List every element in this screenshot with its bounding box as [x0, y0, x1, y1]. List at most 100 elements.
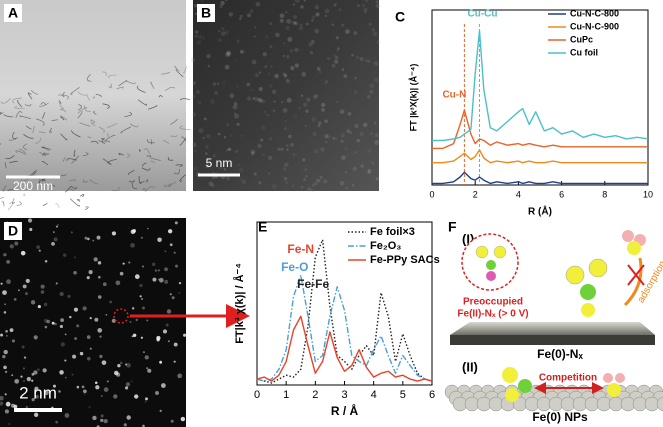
speck — [97, 295, 102, 299]
fiber — [12, 131, 17, 140]
speck — [270, 65, 273, 68]
speck — [271, 89, 277, 95]
speck — [33, 412, 39, 417]
speck — [268, 155, 273, 160]
speck — [252, 97, 255, 100]
speck — [260, 138, 264, 142]
speck — [304, 124, 307, 128]
fiber — [23, 134, 34, 139]
speck — [314, 149, 319, 154]
fiber — [143, 148, 150, 154]
speck — [284, 162, 289, 167]
fiber — [22, 193, 26, 196]
speck — [94, 317, 99, 322]
speck — [157, 278, 160, 281]
speck — [372, 31, 378, 37]
speck — [23, 356, 27, 359]
annotation: Fe-Fe — [297, 277, 329, 291]
speck — [29, 227, 33, 232]
speck — [126, 415, 131, 420]
speck — [311, 183, 315, 187]
fiber — [98, 140, 107, 143]
speck — [164, 250, 167, 253]
panel-label: D — [8, 223, 18, 239]
fiber — [42, 112, 46, 119]
speck — [36, 245, 40, 249]
y-axis-label: FT|k³ χ(k)| / Å⁻⁴ — [233, 263, 246, 344]
speck — [217, 132, 221, 136]
fiber — [141, 162, 147, 167]
speck — [257, 97, 261, 102]
speck — [223, 136, 227, 139]
speck — [202, 136, 205, 140]
speck — [283, 42, 286, 45]
speck — [250, 149, 256, 155]
speck — [147, 227, 149, 230]
speck — [341, 68, 345, 71]
speck — [146, 367, 149, 370]
speck — [258, 71, 262, 74]
fiber — [150, 157, 161, 161]
speck — [142, 424, 145, 427]
speck — [353, 90, 358, 95]
speck — [290, 65, 295, 71]
fiber — [41, 160, 48, 166]
fiber — [77, 111, 83, 119]
speck — [333, 54, 336, 57]
speck — [125, 386, 129, 390]
speck — [54, 322, 57, 326]
atom — [518, 379, 532, 393]
speck — [132, 333, 137, 337]
speck — [144, 400, 147, 403]
speck — [341, 155, 346, 160]
speck — [3, 311, 7, 314]
speck — [266, 113, 270, 117]
speck — [369, 83, 375, 89]
speck — [159, 409, 162, 413]
speck — [273, 100, 276, 103]
fiber — [126, 80, 136, 84]
speck — [59, 324, 64, 329]
speck — [155, 391, 159, 395]
speck — [279, 18, 284, 23]
speck — [154, 269, 158, 272]
fiber — [62, 157, 66, 162]
speck — [40, 290, 45, 294]
scale-bar-text: 2 nm — [19, 383, 57, 402]
speck — [280, 147, 284, 151]
speck — [14, 378, 20, 384]
speck — [375, 176, 380, 181]
speck — [162, 329, 168, 334]
speck — [312, 94, 318, 100]
speck — [313, 181, 319, 186]
speck — [345, 187, 348, 190]
speck — [0, 395, 4, 401]
speck — [2, 354, 6, 359]
speck — [226, 51, 231, 56]
speck — [8, 423, 11, 425]
speck — [240, 134, 243, 137]
speck — [157, 237, 162, 243]
fiber — [92, 96, 95, 99]
annotation: Fe-O — [281, 260, 308, 274]
speck — [311, 40, 315, 44]
speck — [375, 0, 379, 4]
speck — [285, 25, 290, 31]
fiber — [95, 93, 102, 98]
speck — [349, 131, 353, 135]
fiber — [7, 202, 14, 211]
speck — [82, 306, 87, 311]
atom — [486, 271, 496, 281]
speck — [115, 280, 121, 286]
fiber — [43, 151, 50, 155]
speck — [164, 279, 169, 284]
x-tick-label: 0 — [254, 389, 260, 401]
speck — [51, 242, 55, 246]
x-tick-label: 4 — [371, 389, 377, 401]
speck — [183, 333, 187, 337]
fiber — [15, 111, 23, 119]
speck — [264, 65, 268, 69]
speck — [165, 323, 169, 327]
x-tick-label: 2 — [312, 389, 318, 401]
fiber — [64, 185, 72, 193]
